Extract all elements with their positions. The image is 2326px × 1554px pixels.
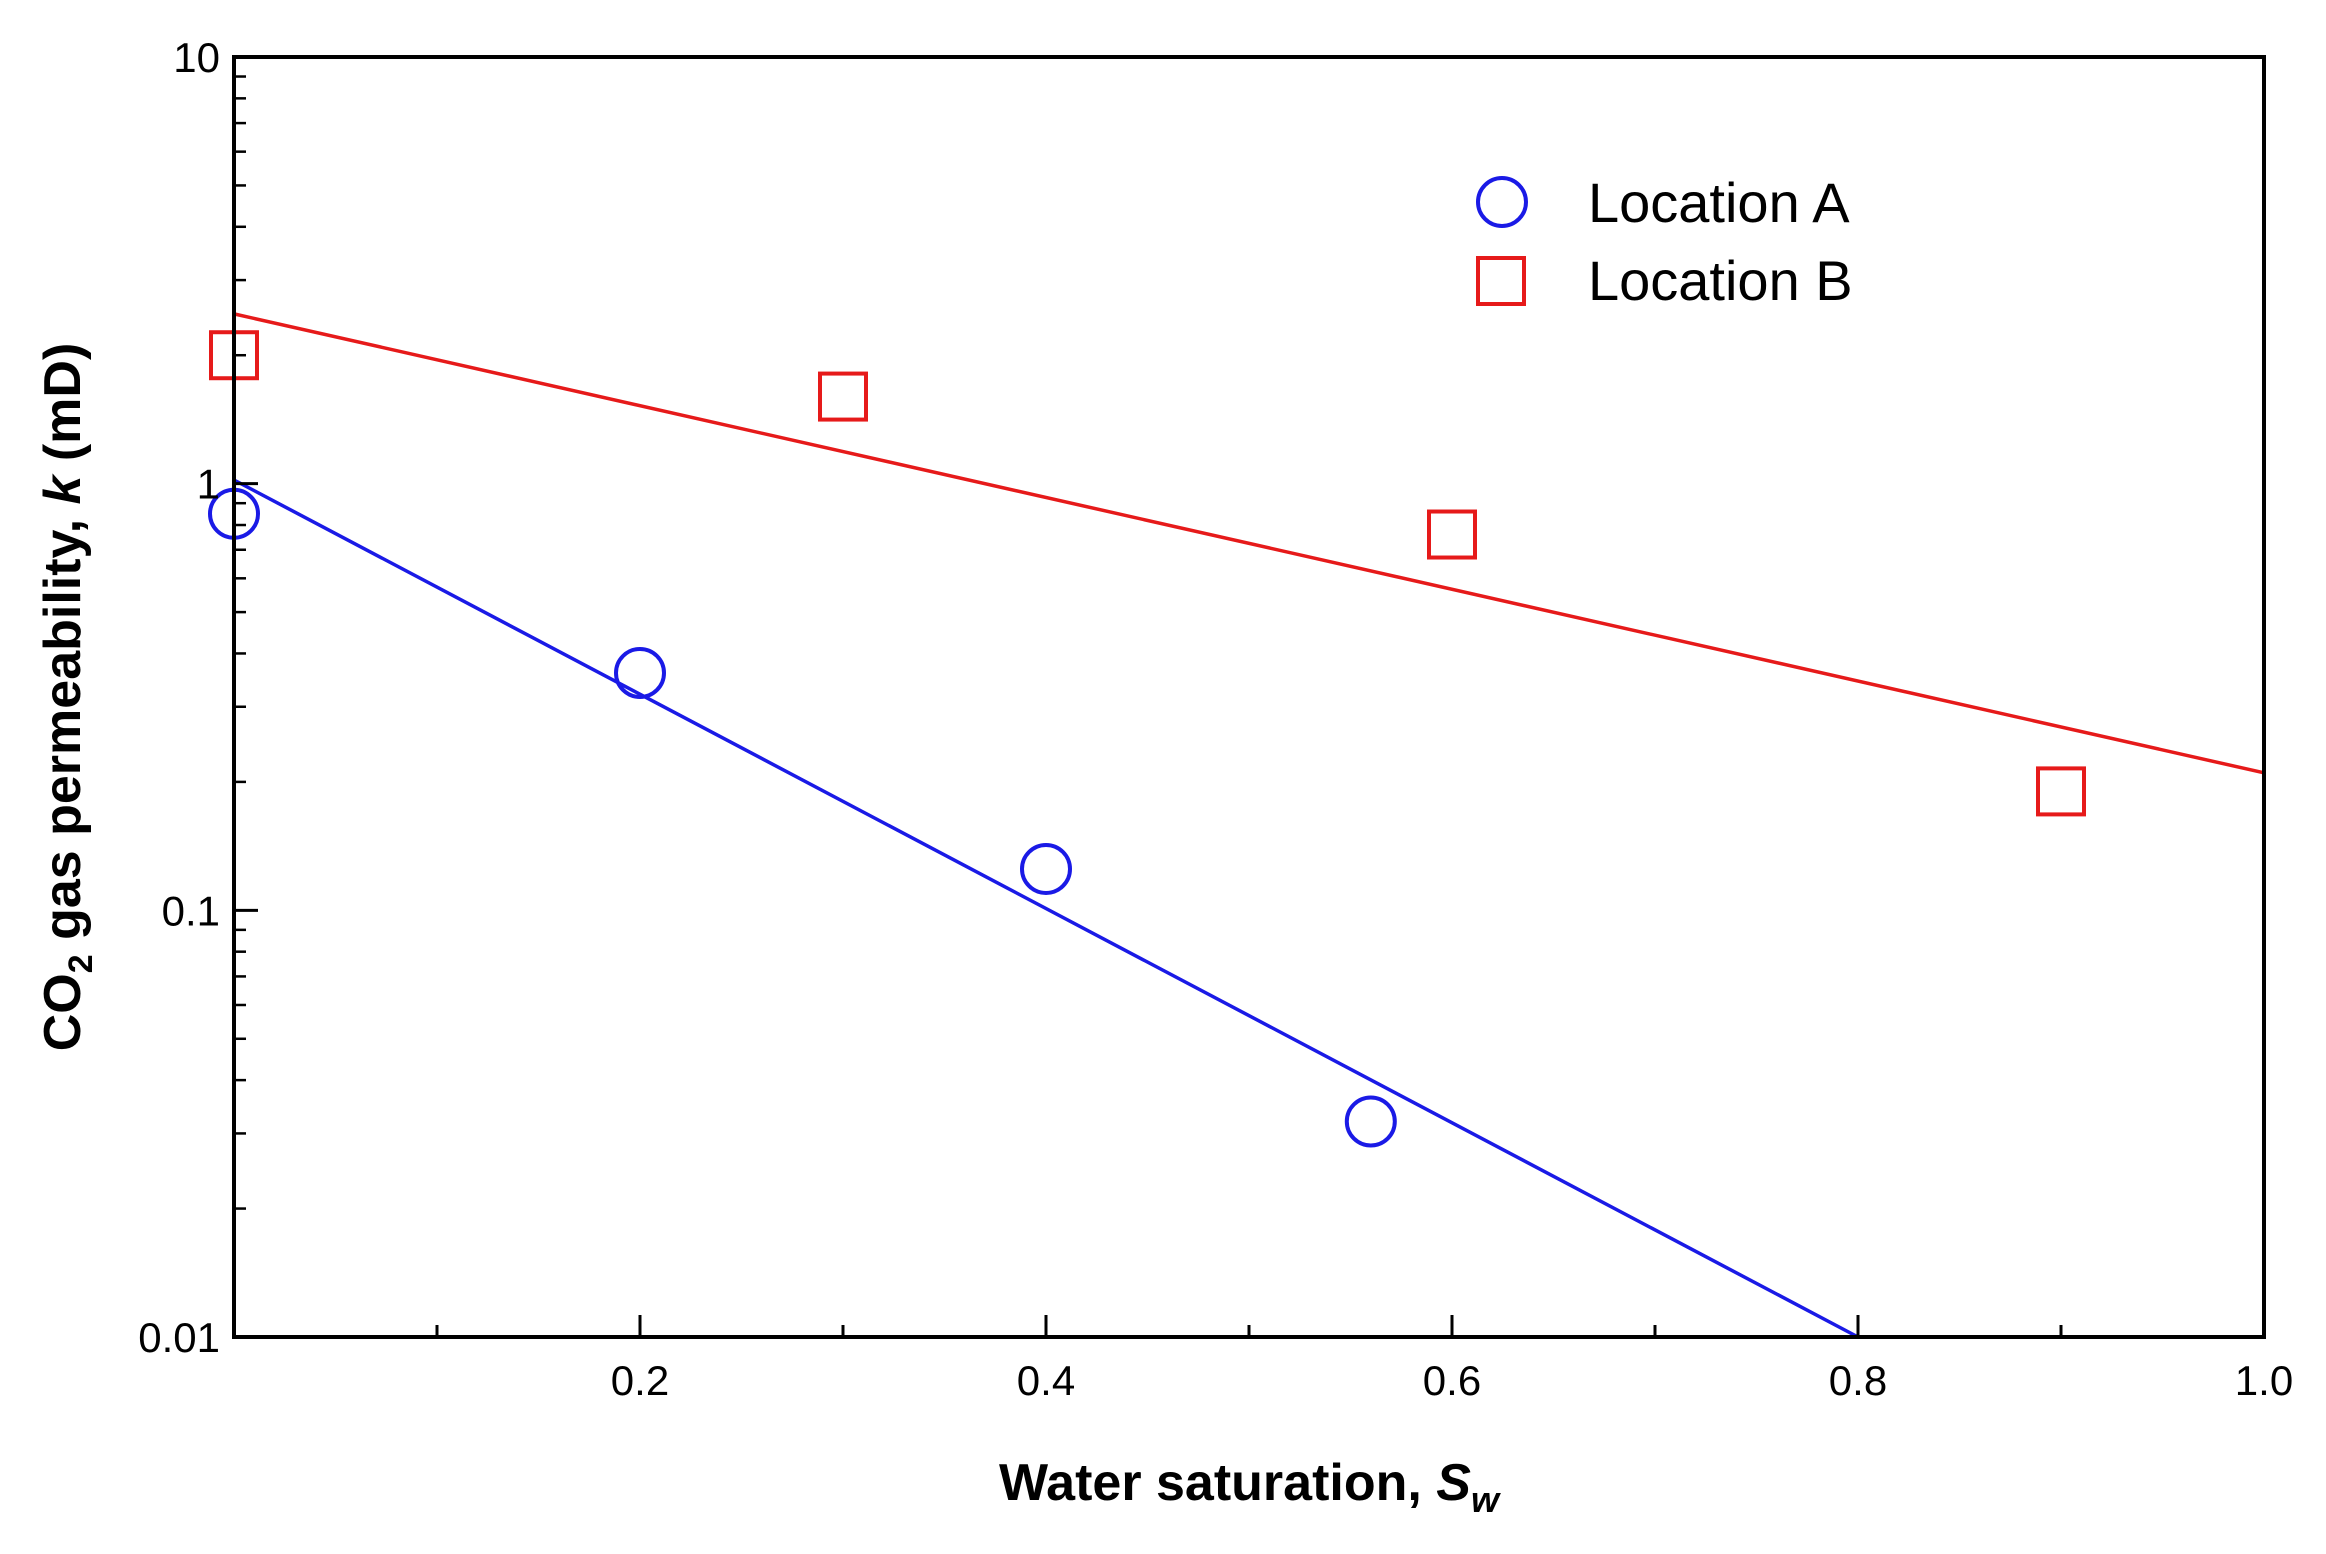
x-tick-label: 0.4 — [1017, 1357, 1075, 1404]
x-axis-title-sub: w — [1471, 1479, 1501, 1520]
point-location-b — [818, 371, 868, 422]
point-location-b — [1427, 509, 1477, 560]
fit-line-location-a — [233, 478, 1859, 1339]
fit-lines — [233, 312, 2265, 1339]
x-tick-label: 0.6 — [1423, 1357, 1481, 1404]
legend-label-location-b: Location B — [1588, 249, 1853, 312]
x-axis-title-main: Water saturation, — [999, 1454, 1436, 1512]
point-location-a — [1344, 1095, 1397, 1148]
axis-ticks — [232, 55, 2266, 1339]
y-axis-title-pre: CO — [34, 973, 92, 1051]
point-location-a — [614, 646, 666, 699]
x-tick-label: 0.2 — [611, 1357, 669, 1404]
y-axis-title: CO2 gas permeability, k (mD) — [34, 343, 100, 1052]
plot-frame — [232, 55, 2266, 1339]
y-axis-title-unit: (mD) — [34, 343, 92, 476]
y-axis-title-mid: gas permeability, — [34, 505, 92, 955]
y-tick-label: 0.1 — [162, 887, 220, 934]
legend-marker-location-a — [1476, 176, 1528, 228]
x-tick-label: 0.8 — [1829, 1357, 1887, 1404]
data-points — [208, 330, 2086, 1148]
point-location-a — [1020, 842, 1072, 895]
y-axis-title-sub: 2 — [62, 954, 100, 973]
x-tick-label: 1.0 — [2235, 1357, 2293, 1404]
y-tick-label: 10 — [173, 34, 220, 81]
x-axis-title-var: S — [1436, 1454, 1471, 1512]
tick-labels: 0.2 0.4 0.6 0.8 1.0 0.01 0.1 1 10 — [138, 34, 2293, 1404]
fit-line-location-b — [233, 312, 2265, 775]
legend: Location A Location B — [1476, 171, 1853, 312]
legend-label-location-a: Location A — [1588, 171, 1850, 234]
y-tick-label: 0.01 — [138, 1314, 220, 1361]
point-location-b — [2036, 766, 2086, 817]
legend-marker-location-b — [1476, 256, 1526, 306]
y-tick-label: 1 — [197, 461, 220, 508]
x-axis-title: Water saturation, Sw — [999, 1454, 1501, 1520]
y-axis-title-var: k — [34, 473, 92, 505]
